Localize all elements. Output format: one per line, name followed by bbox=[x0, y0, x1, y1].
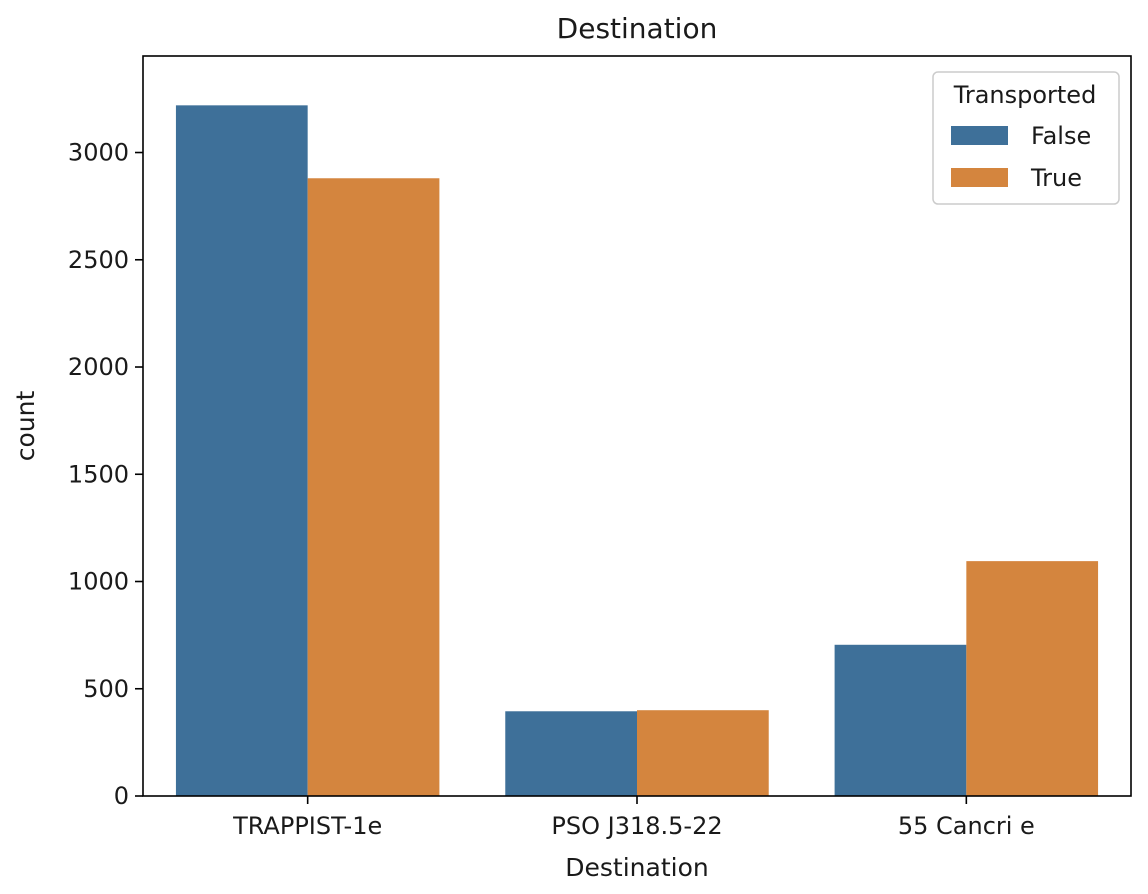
bar-true-2 bbox=[966, 561, 1099, 796]
legend-label-true: True bbox=[1030, 164, 1082, 192]
legend: Transported False True bbox=[932, 71, 1120, 205]
y-axis: 0 500 1000 1500 2000 2500 3000 bbox=[68, 139, 143, 810]
y-axis-label: count bbox=[11, 391, 40, 462]
bar-true-1 bbox=[637, 710, 769, 796]
legend-swatch-false bbox=[951, 126, 1008, 145]
y-tick-label: 500 bbox=[83, 675, 129, 703]
bar-true-0 bbox=[307, 178, 440, 796]
bars-layer bbox=[175, 105, 1099, 797]
y-tick-label: 3000 bbox=[68, 139, 129, 167]
x-tick-label: 55 Cancri e bbox=[898, 812, 1035, 840]
legend-swatch-true bbox=[951, 168, 1008, 187]
y-tick-label: 1500 bbox=[68, 460, 129, 488]
bar-false-2 bbox=[834, 644, 967, 796]
y-tick-label: 2000 bbox=[68, 353, 129, 381]
x-tick-label: PSO J318.5-22 bbox=[551, 812, 722, 840]
bar-false-1 bbox=[505, 711, 637, 796]
y-tick-label: 1000 bbox=[68, 568, 129, 596]
x-axis-label: Destination bbox=[565, 853, 708, 882]
x-axis: TRAPPIST-1e PSO J318.5-22 55 Cancri e bbox=[232, 796, 1035, 840]
x-tick-label: TRAPPIST-1e bbox=[232, 812, 382, 840]
legend-title: Transported bbox=[953, 81, 1097, 109]
y-tick-label: 0 bbox=[114, 782, 129, 810]
plot-frame bbox=[142, 55, 1132, 797]
bar-false-0 bbox=[175, 105, 308, 797]
y-tick-label: 2500 bbox=[68, 246, 129, 274]
legend-label-false: False bbox=[1031, 122, 1091, 150]
chart-title: Destination bbox=[557, 12, 718, 45]
